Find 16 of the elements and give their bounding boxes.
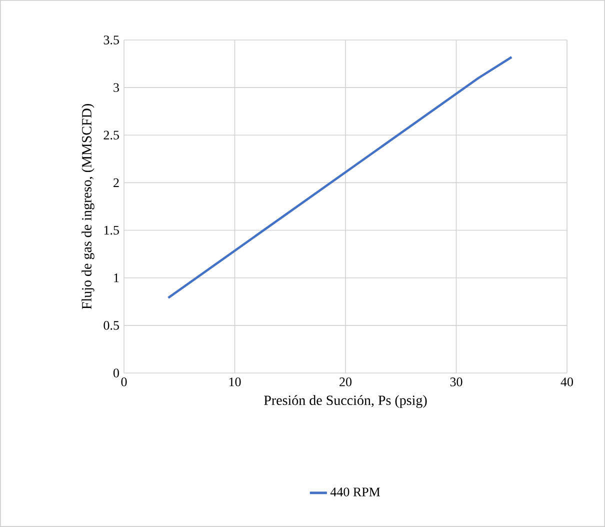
y-axis-title: Flujo de gas de ingreso, (MMSCFD) [82, 104, 94, 310]
x-axis-title: Presión de Succión, Ps (psig) [264, 395, 427, 408]
y-tick-label: 2.5 [104, 130, 119, 140]
x-tick-label: 10 [229, 378, 241, 386]
y-tick-label: 1 [114, 274, 119, 282]
y-tick-label: 0.5 [104, 321, 119, 330]
y-tick-label: 3.5 [104, 36, 119, 44]
y-tick-label: 0 [113, 368, 119, 378]
x-tick-label: 20 [340, 378, 352, 386]
x-tick-label: 30 [450, 378, 462, 386]
x-tick-label: 40 [560, 378, 574, 386]
x-tick-label: 0 [121, 378, 127, 386]
y-tick-label: 3 [114, 83, 119, 92]
y-tick-label: 2 [114, 178, 119, 188]
legend-label: 440 RPM [330, 488, 380, 496]
y-tick-label: 1.5 [104, 226, 119, 235]
